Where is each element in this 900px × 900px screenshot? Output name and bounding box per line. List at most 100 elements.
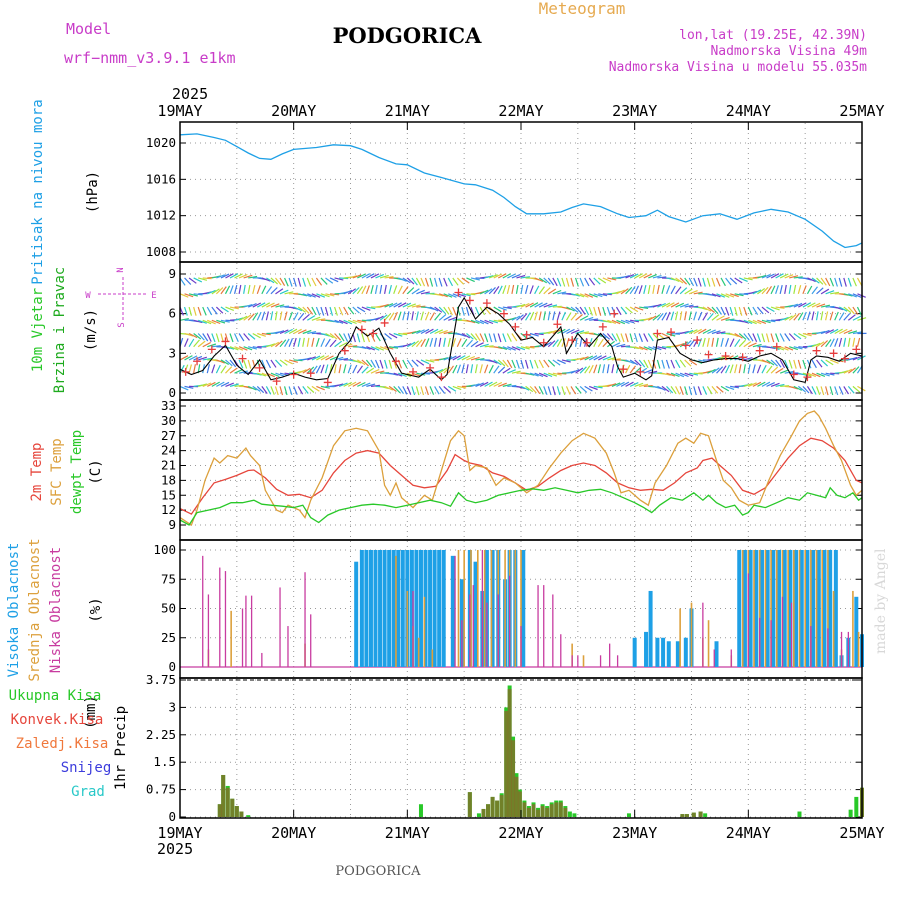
wind-barb <box>679 311 683 321</box>
wind-barb <box>238 333 245 342</box>
high-cloud-bar <box>782 550 787 667</box>
wind-barb <box>475 358 485 361</box>
wind-barb <box>320 293 330 298</box>
wind-barb <box>757 319 767 324</box>
wind-barb <box>320 306 325 316</box>
wind-barb <box>816 330 826 335</box>
wind-barb <box>566 306 575 312</box>
wind-barb <box>730 385 740 389</box>
wind-barb <box>634 273 643 279</box>
wind-barb <box>229 306 239 310</box>
wind-barb <box>570 368 580 374</box>
wind-barb <box>734 306 738 316</box>
wind-barb <box>438 306 446 314</box>
wind-barb <box>620 319 630 324</box>
wind-barb <box>484 333 489 343</box>
wind-barb <box>838 312 845 321</box>
wind-barb <box>834 338 839 347</box>
y-tick-label: 6 <box>168 306 176 321</box>
wind-barb <box>516 303 526 308</box>
wind-barb <box>507 346 516 351</box>
wind-barb <box>848 293 858 298</box>
wind-barb <box>465 364 469 374</box>
wind-barb <box>520 385 530 391</box>
y-tick-label: 1016 <box>146 171 176 186</box>
wind-barb <box>529 332 539 337</box>
wind-barb <box>766 273 775 279</box>
wind-barb <box>329 333 338 340</box>
wind-barb <box>225 273 234 279</box>
wind-barb <box>393 332 403 337</box>
wind-barb <box>575 367 584 374</box>
wind-barb <box>820 277 827 286</box>
wind-barb <box>711 314 720 321</box>
wind-barb <box>265 311 269 321</box>
wind-barb <box>784 315 793 321</box>
pressure-axis-label: Pritisak na nivou mora <box>30 99 46 284</box>
wind-barb <box>643 359 649 369</box>
wind-barb <box>247 359 252 369</box>
wind-barb <box>289 292 299 295</box>
wind-barb <box>638 346 648 351</box>
wind-barb <box>406 277 415 285</box>
wind-barb <box>306 277 312 287</box>
wind-barb <box>202 341 211 348</box>
wind-barb <box>556 338 563 348</box>
high-cloud-bar <box>742 550 747 667</box>
wind-barb <box>247 313 255 321</box>
wind-barb <box>411 304 421 308</box>
wind-barb <box>747 333 754 342</box>
total-precip-bar <box>476 813 481 817</box>
wind-barb <box>229 333 234 343</box>
wind-barb <box>429 337 434 347</box>
wind-barb <box>429 312 436 321</box>
wind-barb <box>689 305 699 308</box>
wind-barb <box>788 284 792 294</box>
wind-barb <box>420 386 425 396</box>
wind-barb <box>343 289 353 295</box>
wind-barb <box>197 333 205 341</box>
wind-barb <box>506 359 513 369</box>
wind-gust-marker <box>721 351 730 360</box>
total-precip-bar <box>848 809 853 817</box>
wind-barb <box>211 288 220 295</box>
wind-barb <box>574 277 579 287</box>
wind-barb <box>788 359 793 369</box>
wind-barb <box>520 302 530 308</box>
wind-barb <box>243 333 250 341</box>
wind-barb <box>406 386 412 395</box>
wind-barb <box>838 337 843 347</box>
wind-barb <box>420 338 426 348</box>
wind-barb <box>375 346 385 351</box>
wind-gust-marker <box>221 337 230 346</box>
wind-gust-marker <box>255 363 264 372</box>
wind-barb <box>379 359 384 369</box>
wind-barb <box>279 329 289 335</box>
wind-gust-marker <box>738 353 747 362</box>
wind-barb <box>274 386 279 396</box>
wind-barb <box>675 342 685 348</box>
precip-legend-item: Zaledj.Kisa <box>16 736 109 752</box>
wind-barb <box>256 311 262 321</box>
conv-precip-bar <box>536 809 541 817</box>
wind-barb <box>693 372 703 375</box>
wind-barb <box>279 277 286 287</box>
wind-barb <box>734 293 744 297</box>
conv-precip-bar <box>504 711 509 817</box>
wind-barb <box>338 364 342 374</box>
wind-barb <box>793 284 797 294</box>
wind-barb <box>434 312 441 321</box>
wind-barb <box>520 359 525 369</box>
wind-barb <box>584 355 594 361</box>
pressure-unit-label: (hPa) <box>85 171 101 213</box>
wind-barb <box>266 277 275 284</box>
compass-w: W <box>85 291 91 301</box>
wind-barb <box>297 277 302 287</box>
wind-barb <box>620 333 625 343</box>
y-tick-label: 25 <box>161 630 176 645</box>
wind-barb <box>466 355 476 361</box>
wind-barb <box>279 289 289 295</box>
wind-barb <box>629 306 639 313</box>
wind-barb <box>784 333 791 342</box>
wind-barb <box>183 338 189 347</box>
